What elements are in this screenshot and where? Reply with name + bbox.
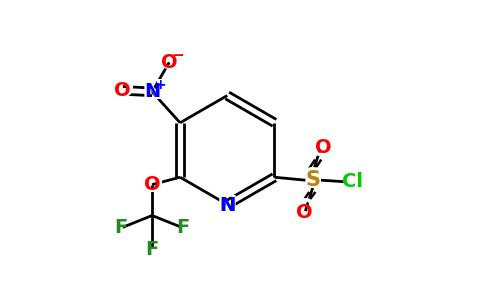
Text: O: O bbox=[144, 175, 160, 194]
Text: S: S bbox=[305, 170, 320, 190]
Text: N: N bbox=[144, 82, 160, 101]
Text: −: − bbox=[171, 48, 184, 63]
Text: O: O bbox=[158, 50, 181, 75]
Text: N: N bbox=[141, 79, 163, 105]
Text: N: N bbox=[217, 194, 238, 218]
Text: S: S bbox=[302, 166, 323, 194]
Text: F: F bbox=[146, 240, 159, 259]
Text: Cl: Cl bbox=[342, 172, 363, 191]
Text: O: O bbox=[161, 53, 178, 72]
Text: O: O bbox=[296, 203, 312, 222]
Text: O: O bbox=[309, 136, 332, 162]
Text: O: O bbox=[141, 172, 164, 198]
Text: O: O bbox=[294, 198, 317, 224]
Text: F: F bbox=[177, 218, 190, 237]
Text: O: O bbox=[114, 81, 131, 100]
Text: O: O bbox=[111, 77, 134, 104]
Text: N: N bbox=[219, 196, 235, 215]
Text: O: O bbox=[315, 138, 332, 157]
Text: F: F bbox=[115, 218, 128, 237]
Text: +: + bbox=[154, 78, 166, 92]
Text: N: N bbox=[219, 196, 235, 215]
